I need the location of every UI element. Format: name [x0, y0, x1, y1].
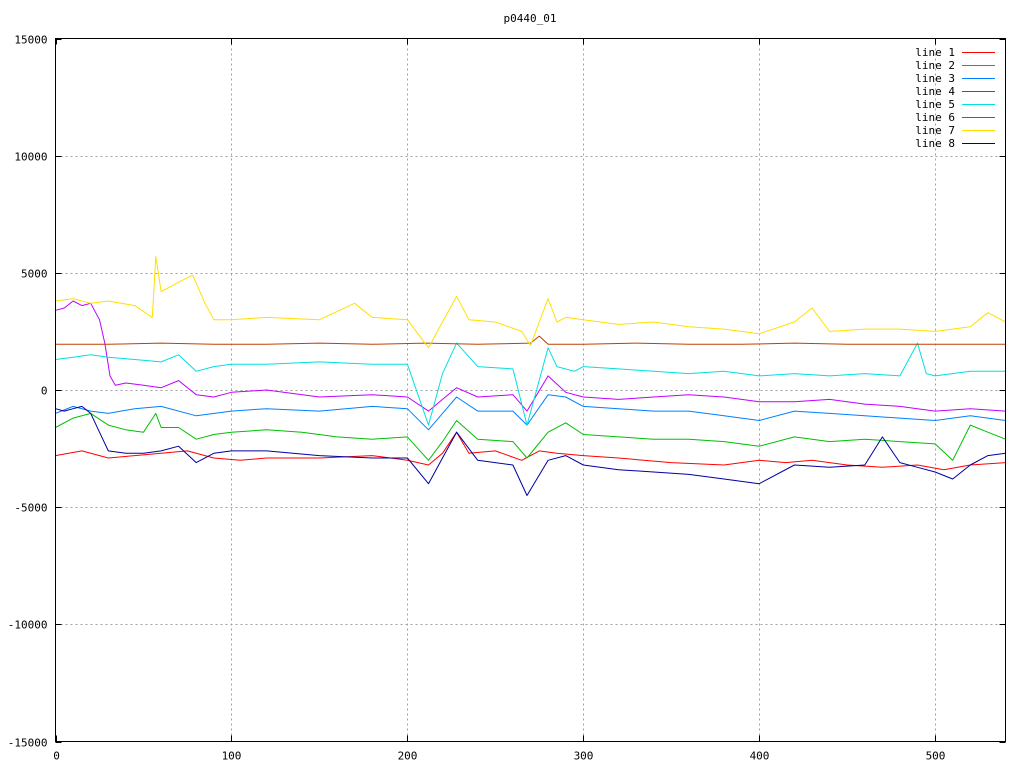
legend-label: line 7 — [915, 124, 955, 137]
y-tick-label: 15000 — [14, 34, 47, 47]
y-tick-label: 10000 — [14, 151, 47, 164]
series-line-3 — [55, 394, 1006, 431]
y-tick-label: -15000 — [8, 737, 48, 750]
series-layer — [55, 255, 1006, 496]
x-tick-label: 100 — [222, 750, 242, 763]
series-line-4 — [55, 300, 1006, 412]
legend-label: line 3 — [915, 72, 955, 85]
x-tick-label: 200 — [398, 750, 418, 763]
series-line-8 — [55, 405, 1006, 496]
x-tick-label: 400 — [750, 750, 770, 763]
legend-label: line 1 — [915, 46, 955, 59]
legend-label: line 5 — [915, 98, 955, 111]
x-tick-label: 0 — [53, 750, 60, 763]
legend-label: line 6 — [915, 111, 955, 124]
legend-label: line 2 — [915, 59, 955, 72]
legend-label: line 4 — [915, 85, 955, 98]
series-line-6 — [55, 335, 1006, 345]
grid-layer — [55, 38, 1006, 742]
series-line-1 — [55, 431, 1006, 471]
series-line-2 — [55, 412, 1006, 461]
y-tick-label: -10000 — [8, 619, 48, 632]
y-tick-label: -5000 — [14, 502, 47, 515]
series-line-5 — [55, 342, 1006, 426]
tick-layer: -15000 -10000 -5000 0 5000 10000 15000 0 100 200 3… — [8, 34, 1006, 763]
x-tick-label: 300 — [574, 750, 594, 763]
legend-label: line 8 — [915, 137, 955, 150]
y-tick-label: 0 — [41, 385, 48, 398]
series-line-7 — [55, 255, 1006, 349]
chart-title: p0440_01 — [504, 12, 557, 25]
x-tick-label: 500 — [926, 750, 946, 763]
y-tick-label: 5000 — [21, 268, 48, 281]
